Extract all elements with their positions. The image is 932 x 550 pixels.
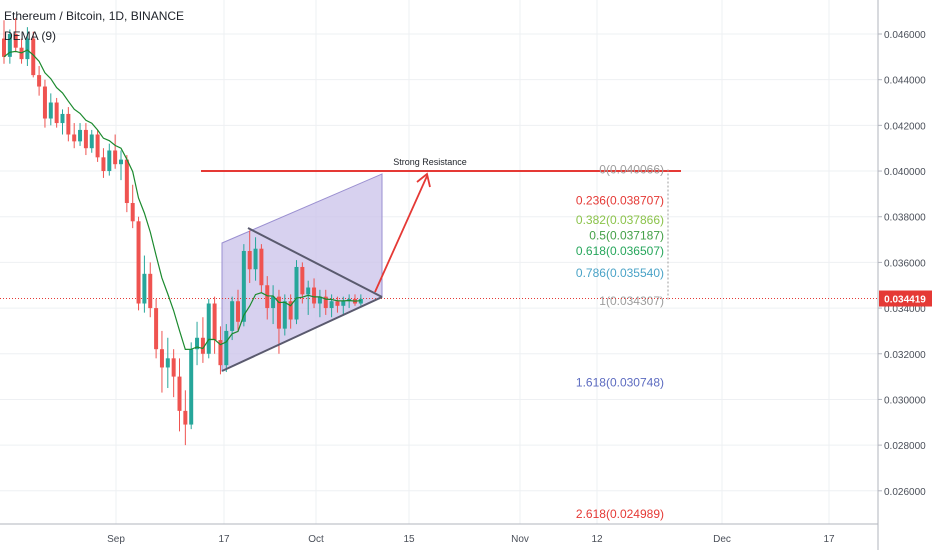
x-tick-label: Nov (511, 534, 529, 545)
fib-level-label: 0.5(0.037187) (589, 228, 664, 242)
triangle-lower-line (221, 296, 383, 372)
candle-body (335, 301, 340, 306)
candle-body (72, 134, 77, 142)
candle-body (124, 159, 129, 204)
candle-body (42, 86, 47, 119)
candle-body (288, 301, 293, 320)
candle-body (142, 273, 147, 304)
candle-body (54, 102, 59, 124)
y-tick-label: 0.038000 (884, 213, 926, 224)
y-tick-label: 0.036000 (884, 258, 926, 269)
candle-body (247, 250, 252, 270)
candle-body (159, 349, 164, 368)
candle-body (300, 266, 305, 295)
candle-body (358, 298, 363, 304)
candle-body (271, 296, 276, 309)
x-tick-label: Sep (107, 534, 125, 545)
candle-body (282, 301, 287, 329)
candle-body (148, 273, 153, 309)
candle-body (253, 248, 258, 270)
candle-body (25, 38, 30, 60)
candle-body (119, 159, 123, 165)
candle-body (154, 308, 159, 350)
current-price-label: 0.034419 (884, 295, 926, 306)
y-tick-label: 0.042000 (884, 121, 926, 132)
y-tick-label: 0.026000 (884, 487, 926, 498)
x-tick-label: Oct (308, 534, 324, 545)
symbol-title: Ethereum / Bitcoin, 1D, BINANCE (4, 9, 185, 23)
triangle-upper-line (247, 227, 383, 298)
candle-body (306, 287, 311, 295)
candle-body (312, 287, 317, 304)
candle-body (177, 376, 182, 411)
candle-body (89, 134, 94, 149)
candle-body (107, 150, 112, 172)
candle-body (230, 301, 235, 331)
breakout-arrowhead (416, 172, 431, 188)
candle-body (241, 250, 246, 322)
candle-body (95, 134, 100, 158)
candle-body (13, 34, 18, 48)
candle-body (171, 358, 176, 377)
fib-level-label: 1(0.034307) (599, 294, 664, 308)
candle-body (195, 337, 200, 350)
candle-body (101, 157, 106, 172)
candle-body (323, 296, 328, 309)
candle-body (317, 296, 322, 304)
candle-body (224, 330, 229, 366)
candle-body (218, 340, 223, 366)
candle-body (276, 296, 281, 329)
candle-body (206, 303, 211, 354)
candle-body (165, 358, 170, 368)
dema-line (3, 49, 361, 351)
x-tick-label: 17 (823, 534, 835, 545)
candle-body (189, 349, 194, 425)
fib-level-label: 0.236(0.038707) (576, 194, 664, 208)
current-price-tag (879, 290, 932, 307)
candle-body (83, 129, 88, 149)
candle-body (7, 34, 12, 57)
candle-body (60, 113, 65, 124)
resistance-label: Strong Resistance (393, 157, 467, 167)
fib-level-label: 2.618(0.024989) (576, 507, 664, 521)
candle-body (130, 203, 135, 222)
fib-level-label: 1.618(0.030748) (576, 375, 664, 389)
candle-body (37, 75, 42, 87)
y-tick-label: 0.046000 (884, 30, 926, 41)
fib-level-label: 0(0.040066) (599, 163, 664, 177)
candle-body (294, 266, 299, 320)
candle-body (329, 301, 334, 309)
candle-body (78, 129, 83, 142)
candle-body (200, 337, 205, 354)
candle-body (259, 248, 264, 286)
candle-body (113, 150, 118, 165)
y-tick-label: 0.028000 (884, 441, 926, 452)
candle-body (183, 410, 188, 425)
y-tick-label: 0.040000 (884, 167, 926, 178)
candle-body (2, 38, 6, 57)
candle-body (341, 301, 346, 306)
candle-body (265, 285, 270, 309)
candle-body (66, 113, 71, 135)
fib-level-label: 0.618(0.036507) (576, 244, 664, 258)
y-tick-label: 0.034000 (884, 304, 926, 315)
candle-body (31, 38, 36, 76)
y-tick-label: 0.044000 (884, 76, 926, 87)
x-tick-label: Dec (713, 534, 731, 545)
x-tick-label: 17 (218, 534, 230, 545)
candle-body (136, 221, 141, 304)
breakout-arrow (374, 175, 428, 293)
candle-body (212, 303, 217, 341)
x-tick-label: 12 (591, 534, 603, 545)
y-tick-label: 0.032000 (884, 350, 926, 361)
fib-level-label: 0.786(0.035540) (576, 266, 664, 280)
fib-level-label: 0.382(0.037866) (576, 213, 664, 227)
indicator-label: DEMA (9) (4, 29, 57, 43)
candle-body (236, 301, 240, 322)
candle-body (48, 102, 53, 119)
x-tick-label: 15 (403, 534, 415, 545)
y-tick-label: 0.030000 (884, 395, 926, 406)
